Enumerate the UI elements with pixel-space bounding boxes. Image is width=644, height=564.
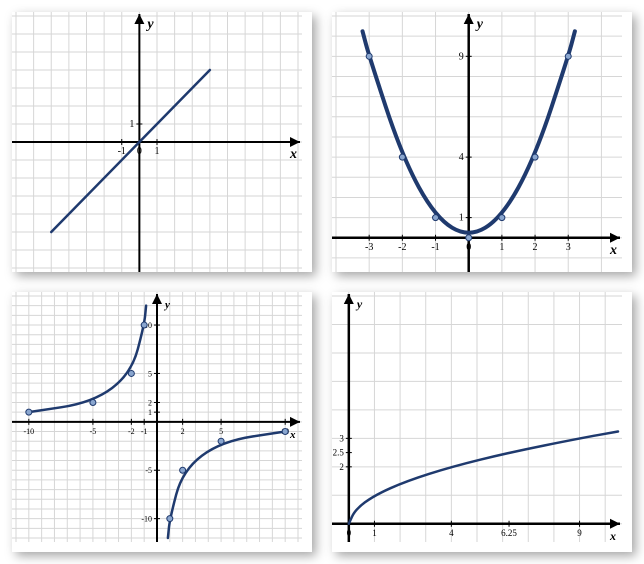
svg-text:y: y (163, 299, 170, 311)
svg-text:y: y (355, 297, 363, 311)
svg-text:x: x (609, 243, 617, 258)
svg-text:3: 3 (339, 433, 344, 443)
svg-text:9: 9 (577, 528, 582, 538)
sqrt-chart-card: 0 1 4 6.25 9 2 2.5 3 x y (332, 292, 632, 552)
reciprocal-chart-svg: -10-5-2-12510-10-512510xy (12, 292, 302, 542)
chart-grid: -1011xy -3-2-10123149xy -10-5-2-12510-10… (12, 12, 632, 552)
svg-text:2: 2 (339, 462, 344, 472)
svg-text:-5: -5 (90, 427, 97, 436)
svg-text:1: 1 (499, 242, 504, 253)
svg-text:0: 0 (137, 146, 142, 157)
svg-text:3: 3 (566, 242, 571, 253)
parabola-chart-svg: -3 -2 -1 0 1 2 3 1 4 9 x y (332, 12, 622, 272)
parabola-chart-card: -3 -2 -1 0 1 2 3 1 4 9 x y (332, 12, 632, 272)
svg-text:4: 4 (449, 528, 454, 538)
svg-text:1: 1 (459, 213, 464, 224)
svg-text:0: 0 (347, 528, 352, 538)
svg-text:0: 0 (466, 242, 471, 253)
svg-text:1: 1 (372, 528, 377, 538)
svg-text:y: y (145, 17, 154, 32)
svg-text:-1: -1 (141, 427, 148, 436)
linear-chart-card: -1011xy (12, 12, 312, 272)
reciprocal-chart-card: -10-5-2-12510-10-512510xy (12, 292, 312, 552)
svg-text:-2: -2 (398, 242, 406, 253)
svg-text:5: 5 (219, 427, 223, 436)
sqrt-chart-svg: 0 1 4 6.25 9 2 2.5 3 x y (332, 292, 622, 542)
svg-text:x: x (289, 429, 296, 441)
svg-text:-2: -2 (128, 427, 135, 436)
svg-text:4: 4 (459, 152, 464, 163)
svg-text:2: 2 (533, 242, 538, 253)
svg-text:6.25: 6.25 (501, 528, 517, 538)
svg-text:-3: -3 (365, 242, 373, 253)
svg-text:-10: -10 (141, 515, 152, 524)
linear-chart-svg: -1011xy (12, 12, 302, 272)
svg-text:x: x (609, 529, 616, 542)
svg-text:-5: -5 (145, 466, 152, 475)
svg-text:2: 2 (148, 398, 152, 407)
svg-text:1: 1 (148, 408, 152, 417)
svg-text:1: 1 (129, 119, 134, 130)
svg-text:1: 1 (155, 146, 160, 157)
svg-text:5: 5 (148, 369, 152, 378)
svg-text:x: x (289, 147, 297, 162)
svg-text:2.5: 2.5 (333, 448, 345, 458)
svg-text:-1: -1 (431, 242, 439, 253)
svg-text:2: 2 (181, 427, 185, 436)
svg-text:-10: -10 (23, 427, 34, 436)
svg-text:9: 9 (459, 51, 464, 62)
svg-text:y: y (475, 17, 484, 32)
